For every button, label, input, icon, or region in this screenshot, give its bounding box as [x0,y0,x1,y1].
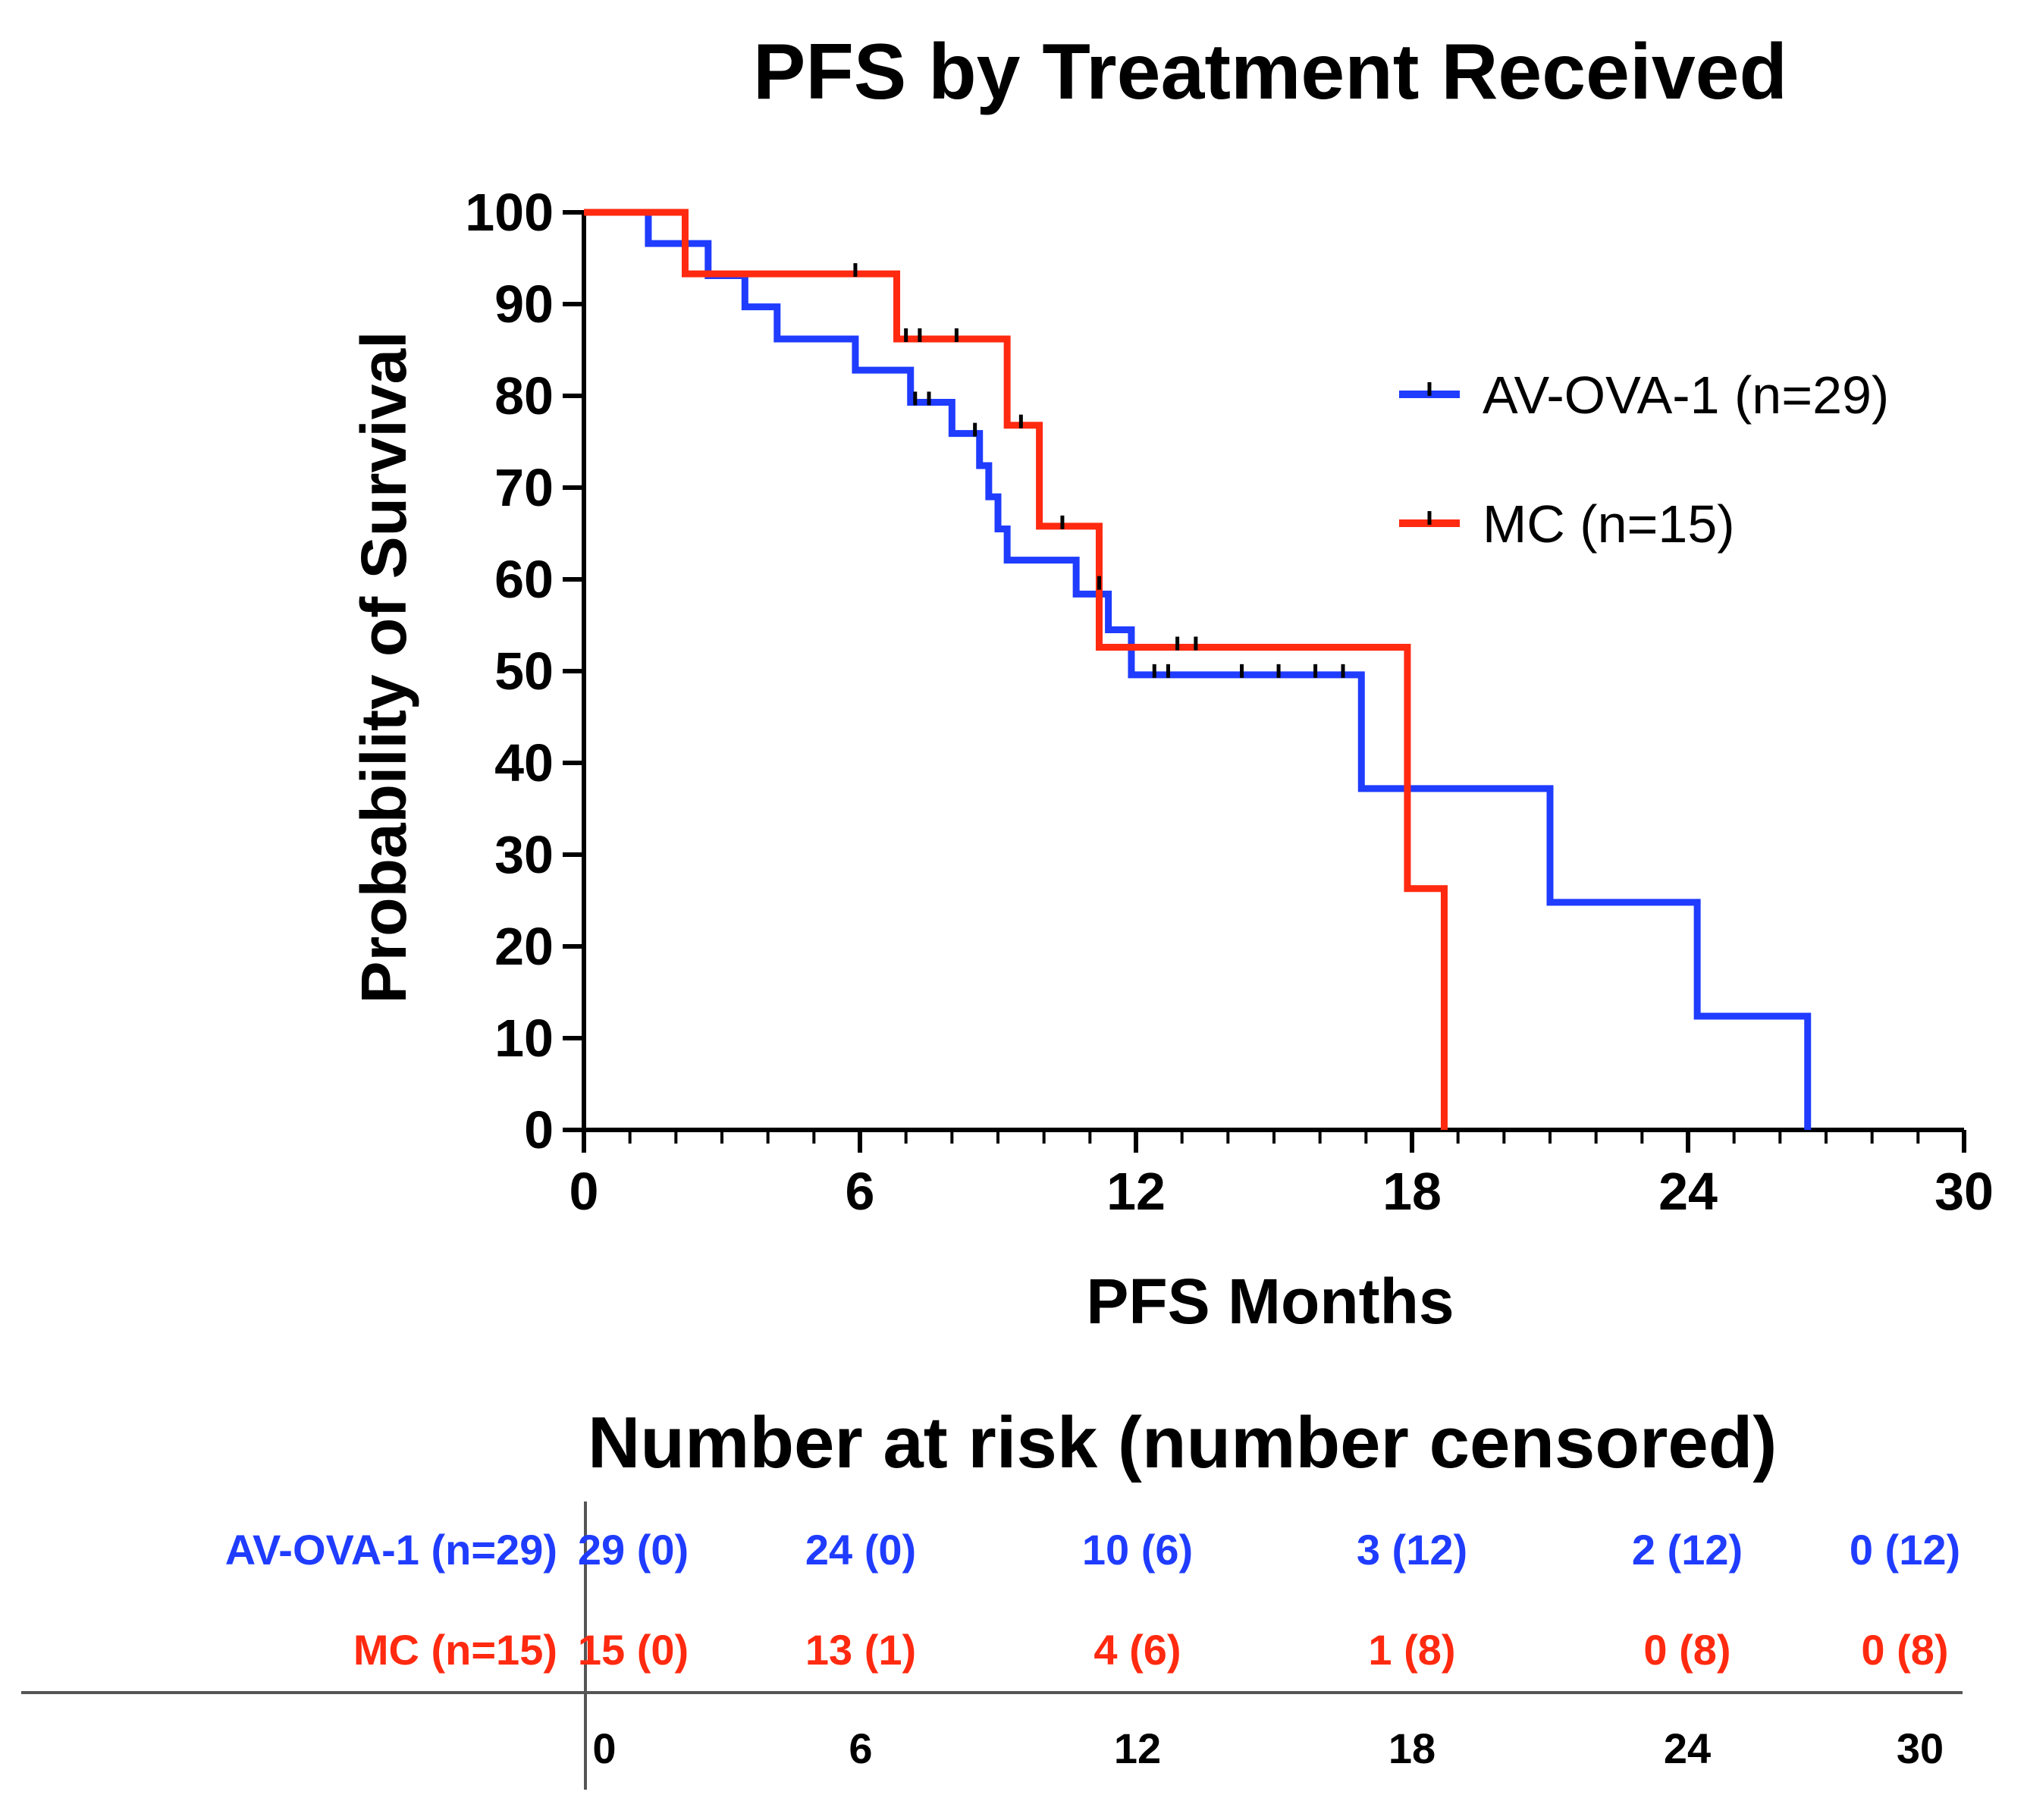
risk-time-label: 24 [1664,1724,1711,1772]
y-tick-label: 80 [494,366,554,425]
y-tick-label: 90 [494,275,554,334]
risk-cell: 3 (12) [1357,1526,1467,1574]
x-tick-label: 0 [570,1162,599,1221]
series-group [584,209,1812,1130]
risk-cell: 0 (8) [1643,1626,1730,1674]
y-tick-label: 10 [494,1009,554,1068]
risk-table: AV-OVA-1 (n=29) 29 (0) 24 (0) 10 (6) 3 (12) 2… [21,1502,1963,1790]
risk-cell: 15 (0) [578,1626,689,1674]
y-axis-label: Probability of Survival [348,331,419,1004]
x-tick-label: 30 [1934,1162,1994,1221]
risk-cell: 13 (1) [805,1626,916,1674]
risk-time-label: 6 [849,1724,872,1772]
x-tick-label: 18 [1382,1162,1442,1221]
y-tick-label: 50 [494,642,554,701]
x-axis-label: PFS Months [1086,1266,1454,1337]
y-tick-label: 20 [494,917,554,976]
y-tick-label: 60 [494,550,554,609]
risk-row-label-1: MC (n=15) [353,1626,557,1674]
y-tick-label: 100 [465,183,554,242]
legend-label-0: AV-OVA-1 (n=29) [1483,366,1889,425]
y-tick-label: 40 [494,733,554,792]
y-tick-label: 0 [524,1100,554,1159]
risk-cell: 1 (8) [1368,1626,1455,1674]
risk-time-label: 12 [1114,1724,1161,1772]
series-line-0 [584,209,1812,1130]
risk-time-label: 18 [1388,1724,1436,1772]
risk-cell: 29 (0) [578,1526,689,1574]
axes-group: 0 10 20 30 40 50 60 70 80 90 100 0 6 12 18 24 30 [465,183,1994,1221]
x-tick-label: 12 [1106,1162,1166,1221]
risk-time-label: 0 [592,1724,616,1772]
risk-cell: 10 (6) [1082,1526,1193,1574]
y-tick-label: 30 [494,825,554,884]
risk-cell: 0 (12) [1850,1526,1960,1574]
chart-title: PFS by Treatment Received [753,28,1787,116]
risk-cell: 2 (12) [1632,1526,1743,1574]
y-tick-label: 70 [494,458,554,517]
risk-time-label: 30 [1897,1724,1944,1772]
x-tick-label: 6 [846,1162,875,1221]
x-tick-label: 24 [1658,1162,1718,1221]
legend: AV-OVA-1 (n=29) MC (n=15) [1399,366,1889,554]
risk-cell: 24 (0) [805,1526,916,1574]
series-line-1 [584,209,1448,1130]
risk-cell: 0 (8) [1861,1626,1948,1674]
risk-row-label-0: AV-OVA-1 (n=29) [225,1526,557,1574]
legend-label-1: MC (n=15) [1483,494,1735,554]
risk-cell: 4 (6) [1094,1626,1181,1674]
risk-table-title: Number at risk (number censored) [588,1402,1777,1483]
